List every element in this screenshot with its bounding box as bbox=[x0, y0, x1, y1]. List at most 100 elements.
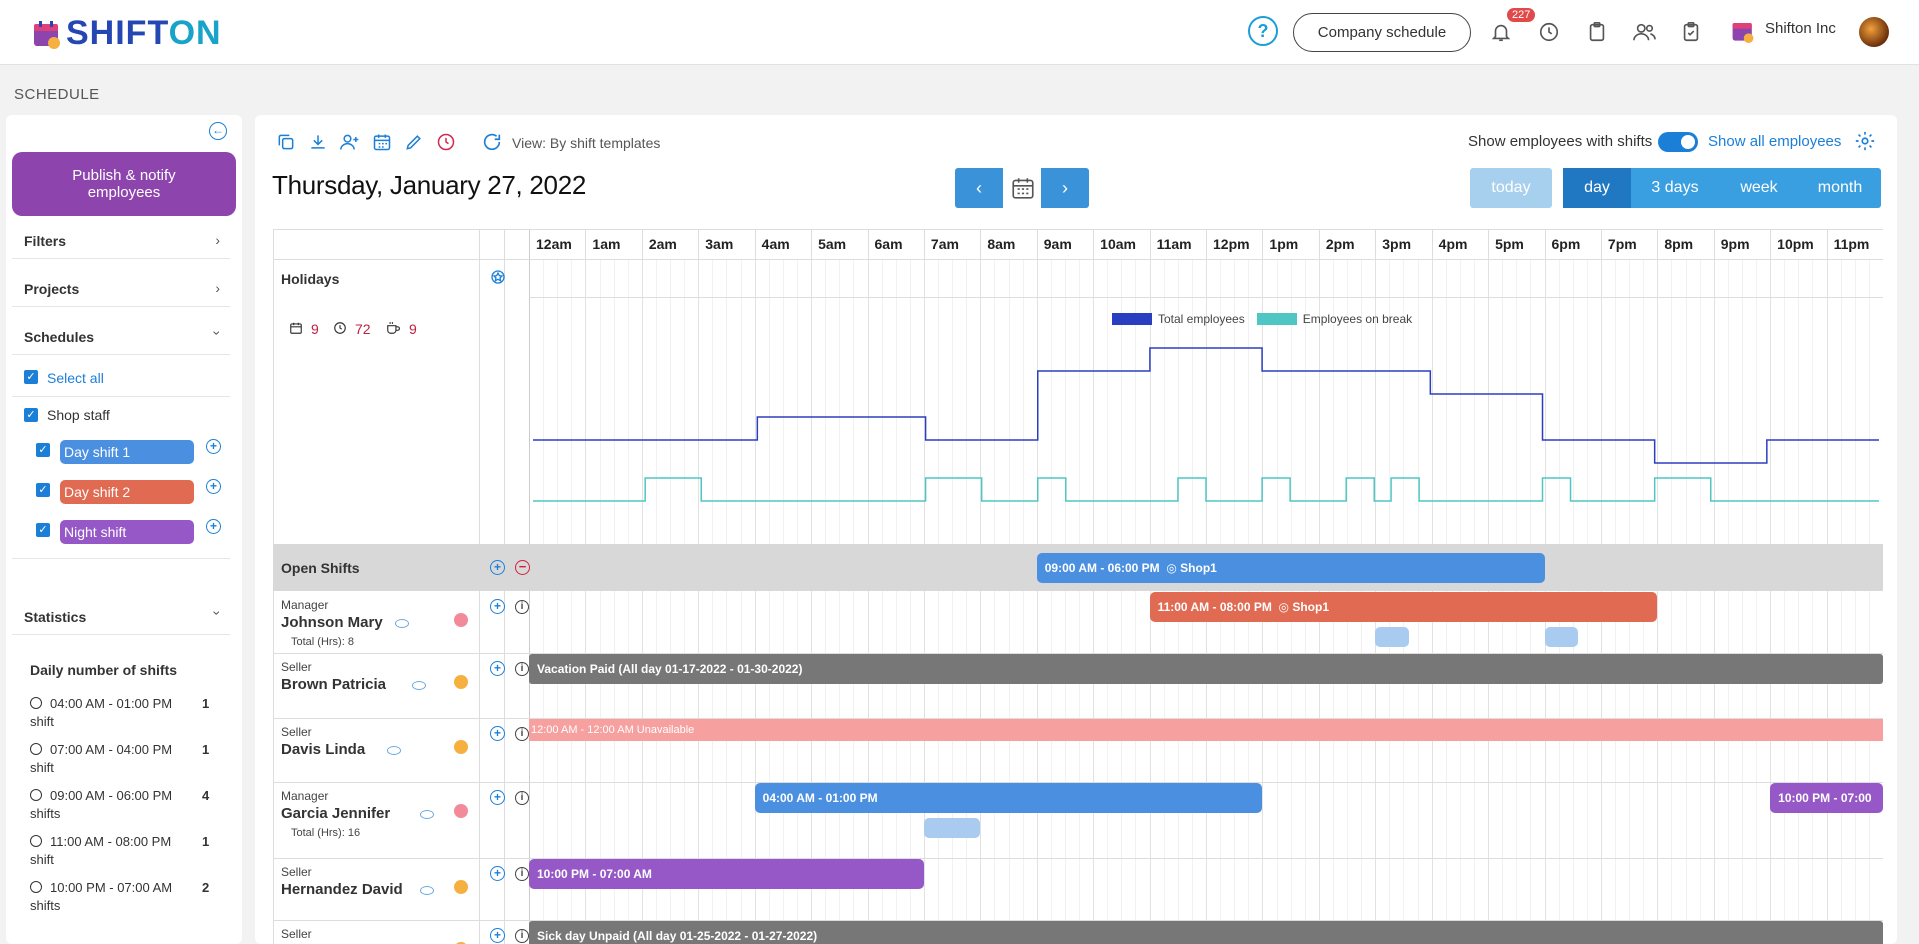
projects-chevron-icon[interactable]: › bbox=[215, 280, 220, 296]
employee-name[interactable]: Johnson Mary bbox=[281, 614, 383, 631]
filters-chevron-icon[interactable]: › bbox=[215, 232, 220, 248]
time-icon[interactable] bbox=[435, 131, 457, 153]
schedules-section[interactable]: Schedules bbox=[24, 329, 95, 345]
projects-section[interactable]: Projects bbox=[24, 281, 80, 297]
shifton-logo[interactable]: SHIFTON bbox=[32, 14, 222, 53]
today-button[interactable]: today bbox=[1470, 168, 1552, 208]
employee-name[interactable]: Garcia Jennifer bbox=[281, 805, 391, 822]
checklist-icon[interactable] bbox=[1677, 18, 1705, 46]
clock-icon[interactable] bbox=[1535, 18, 1563, 46]
clipboard-icon[interactable] bbox=[1583, 18, 1611, 46]
range-selector: day 3 days week month bbox=[1563, 168, 1881, 208]
employee-name[interactable]: Brown Patricia bbox=[281, 676, 387, 693]
add-shift-icon[interactable]: + bbox=[490, 866, 505, 881]
day-shift-2-tag[interactable]: Day shift 2 bbox=[60, 480, 194, 504]
statistics-section[interactable]: Statistics bbox=[24, 609, 87, 625]
info-icon[interactable]: i bbox=[515, 662, 529, 676]
add-shift-icon[interactable]: + bbox=[490, 790, 505, 805]
view-employee-icon[interactable] bbox=[411, 681, 426, 690]
remove-open-shift-icon[interactable]: − bbox=[515, 560, 530, 575]
shift-block[interactable]: 10:00 PM - 07:00 bbox=[1770, 783, 1883, 813]
info-icon[interactable]: i bbox=[515, 727, 529, 741]
range-week-button[interactable]: week bbox=[1740, 179, 1778, 196]
hour-label: 12am bbox=[529, 230, 585, 259]
edit-icon[interactable] bbox=[403, 131, 425, 153]
help-icon[interactable]: ? bbox=[1248, 16, 1278, 46]
employee-color-dot bbox=[454, 880, 468, 894]
open-shift-block[interactable]: 09:00 AM - 06:00 PM ◎ Shop1 bbox=[1036, 553, 1545, 583]
add-user-icon[interactable] bbox=[339, 131, 361, 153]
employee-color-dot bbox=[454, 613, 468, 627]
filters-section[interactable]: Filters bbox=[24, 233, 67, 249]
show-all-employees-label[interactable]: Show all employees bbox=[1708, 133, 1842, 150]
info-icon[interactable]: i bbox=[515, 791, 529, 805]
view-mode-label[interactable]: View: By shift templates bbox=[512, 135, 661, 151]
employee-color-dot bbox=[454, 942, 468, 944]
users-icon[interactable] bbox=[1630, 18, 1658, 46]
schedules-chevron-icon[interactable]: › bbox=[209, 330, 226, 336]
next-day-button[interactable]: › bbox=[1041, 168, 1089, 208]
vacation-block[interactable]: Vacation Paid (All day 01-17-2022 - 01-3… bbox=[529, 654, 1883, 684]
day-shift-1-tag[interactable]: Day shift 1 bbox=[60, 440, 194, 464]
view-employee-icon[interactable] bbox=[420, 810, 434, 819]
add-day-shift-1-icon[interactable]: + bbox=[206, 439, 221, 454]
shop-staff-checkbox[interactable]: ✓ bbox=[24, 408, 38, 422]
night-shift-checkbox[interactable]: ✓ bbox=[36, 523, 50, 537]
shift-block[interactable]: 11:00 AM - 08:00 PM ◎ Shop1 bbox=[1149, 592, 1658, 622]
org-name[interactable]: Shifton Inc bbox=[1765, 20, 1836, 37]
sick-day-block[interactable]: Sick day Unpaid (All day 01-25-2022 - 01… bbox=[529, 921, 1883, 944]
holiday-settings-icon[interactable] bbox=[490, 269, 506, 285]
range-month-button[interactable]: month bbox=[1817, 179, 1863, 196]
info-icon[interactable]: i bbox=[515, 600, 529, 614]
shift-block[interactable]: 04:00 AM - 01:00 PM bbox=[754, 783, 1263, 813]
day-shift-2-checkbox[interactable]: ✓ bbox=[36, 483, 50, 497]
bell-icon[interactable] bbox=[1487, 18, 1515, 46]
calendar-grid-icon[interactable] bbox=[371, 131, 393, 153]
show-with-shifts-label[interactable]: Show employees with shifts bbox=[1468, 133, 1653, 150]
refresh-icon[interactable] bbox=[481, 131, 503, 153]
copy-icon[interactable] bbox=[275, 131, 297, 153]
add-shift-icon[interactable]: + bbox=[490, 661, 505, 676]
add-night-shift-icon[interactable]: + bbox=[206, 519, 221, 534]
break-block[interactable] bbox=[1375, 627, 1410, 647]
hour-label: 4pm bbox=[1431, 230, 1488, 259]
break-block[interactable] bbox=[1544, 627, 1579, 647]
add-shift-icon[interactable]: + bbox=[490, 726, 505, 741]
settings-gear-icon[interactable] bbox=[1854, 130, 1876, 152]
employee-role: Seller bbox=[281, 660, 312, 674]
info-icon[interactable]: i bbox=[515, 929, 529, 943]
employees-filter-toggle[interactable] bbox=[1658, 132, 1698, 152]
view-employee-icon[interactable] bbox=[395, 619, 410, 628]
top-bar: SHIFTON ? Company schedule 227 Shifton I… bbox=[0, 0, 1919, 65]
view-employee-icon[interactable] bbox=[420, 886, 434, 895]
break-block[interactable] bbox=[923, 818, 981, 838]
clock-icon bbox=[30, 697, 42, 709]
add-shift-icon[interactable]: + bbox=[490, 928, 505, 943]
publish-notify-button[interactable]: Publish & notify employees bbox=[12, 152, 236, 216]
date-picker-icon[interactable] bbox=[1003, 168, 1043, 208]
divider bbox=[12, 634, 230, 635]
select-all-label[interactable]: Select all bbox=[47, 370, 104, 386]
select-all-checkbox[interactable]: ✓ bbox=[24, 370, 38, 384]
range-3days-button[interactable]: 3 days bbox=[1651, 179, 1699, 196]
range-day-button[interactable]: day bbox=[1563, 168, 1631, 208]
shift-block[interactable]: 10:00 PM - 07:00 AM bbox=[529, 859, 924, 889]
unavailable-block[interactable]: 12:00 AM - 12:00 AM Unavailable bbox=[529, 719, 1883, 741]
employee-name[interactable]: Davis Linda bbox=[281, 741, 366, 758]
night-shift-tag[interactable]: Night shift bbox=[60, 520, 194, 544]
add-day-shift-2-icon[interactable]: + bbox=[206, 479, 221, 494]
add-shift-icon[interactable]: + bbox=[490, 599, 505, 614]
company-schedule-button[interactable]: Company schedule bbox=[1293, 13, 1471, 52]
shop-staff-label[interactable]: Shop staff bbox=[47, 407, 110, 423]
statistics-chevron-icon[interactable]: › bbox=[209, 610, 226, 616]
prev-day-button[interactable]: ‹ bbox=[955, 168, 1003, 208]
day-shift-1-checkbox[interactable]: ✓ bbox=[36, 443, 50, 457]
schedule-grid: 12am 1am 2am 3am 4am 5am 6am 7am 8am 9am 10am 11am 1… bbox=[273, 229, 1883, 944]
add-open-shift-icon[interactable]: + bbox=[490, 560, 505, 575]
employee-name[interactable]: Hernandez David bbox=[281, 881, 403, 898]
download-icon[interactable] bbox=[307, 131, 329, 153]
view-employee-icon[interactable] bbox=[387, 746, 402, 755]
collapse-sidebar-icon[interactable]: ← bbox=[209, 122, 227, 140]
info-icon[interactable]: i bbox=[515, 867, 529, 881]
avatar[interactable] bbox=[1859, 17, 1889, 47]
